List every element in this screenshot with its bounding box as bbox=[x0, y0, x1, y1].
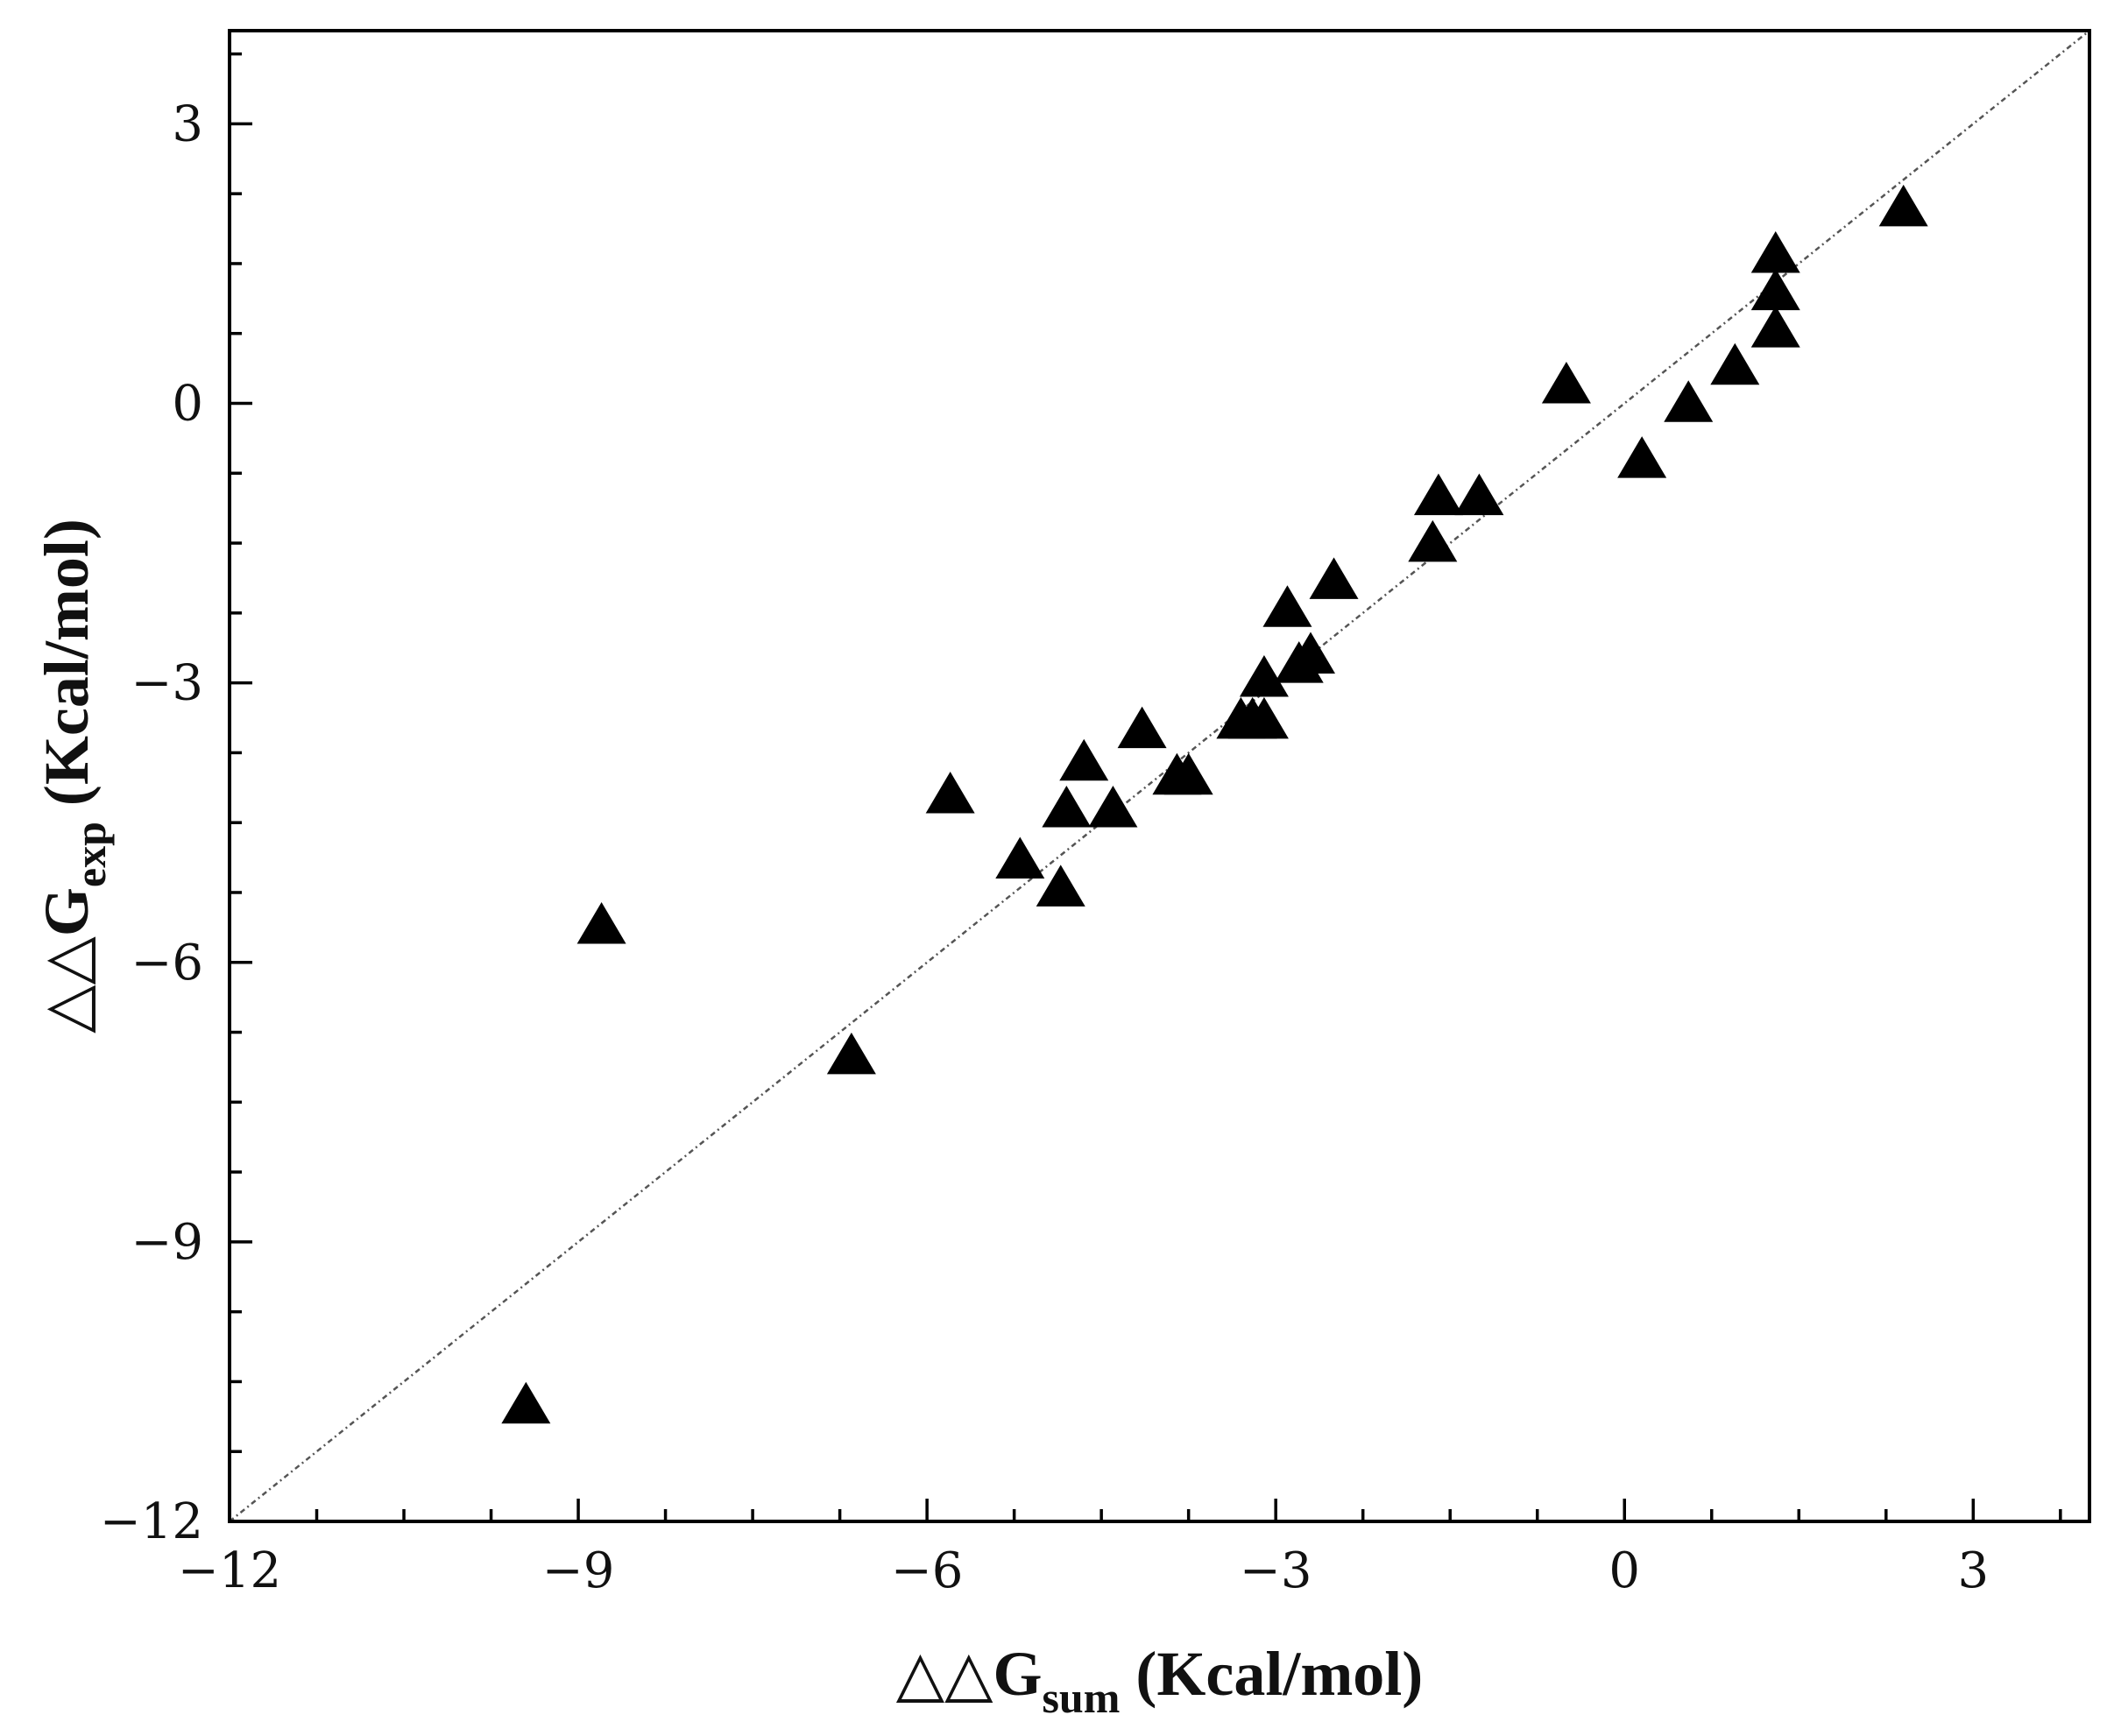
x-tick-label: 3 bbox=[1957, 1542, 1989, 1599]
x-tick-label: −12 bbox=[178, 1542, 281, 1599]
data-point bbox=[501, 1381, 551, 1424]
y-axis-title-subscript: exp bbox=[66, 822, 115, 887]
reference-line-layer bbox=[229, 30, 2090, 1522]
y-tick-label: 0 bbox=[172, 376, 203, 433]
y-tick-label: −9 bbox=[131, 1214, 203, 1271]
data-point bbox=[1262, 585, 1312, 627]
data-point bbox=[1710, 342, 1760, 385]
data-point-layer bbox=[501, 184, 1928, 1424]
tick-label-layer: −12 −9 −6 −3 0 3 −12 −9 −6 −3 0 3 bbox=[100, 95, 1989, 1599]
data-point bbox=[1750, 306, 1800, 348]
identity-reference-line bbox=[229, 30, 2090, 1522]
data-point bbox=[1239, 696, 1289, 739]
data-point bbox=[1239, 655, 1289, 697]
x-tick-label: −3 bbox=[1240, 1542, 1312, 1599]
data-point bbox=[826, 1032, 876, 1075]
x-axis-title: △△Gsum (Kcal/mol) bbox=[896, 1639, 1424, 1722]
plot-frame bbox=[228, 29, 2091, 1523]
y-tick-label: −3 bbox=[131, 655, 203, 712]
data-point bbox=[1036, 864, 1085, 907]
data-point bbox=[576, 901, 626, 944]
data-point bbox=[1617, 436, 1667, 478]
x-axis-title-main: △△G bbox=[896, 1639, 1043, 1709]
data-point bbox=[1878, 184, 1928, 227]
y-axis-title-unit: (Kcal/mol) bbox=[32, 519, 102, 822]
data-point bbox=[1750, 231, 1800, 273]
x-axis-title-subscript: sum bbox=[1042, 1673, 1120, 1722]
y-axis-title: △△Gexp (Kcal/mol) bbox=[32, 519, 115, 1034]
x-tick-label: −9 bbox=[542, 1542, 615, 1599]
data-point bbox=[1664, 380, 1714, 422]
data-point bbox=[1088, 785, 1138, 828]
data-point bbox=[1059, 738, 1109, 781]
y-tick-label: −12 bbox=[100, 1493, 203, 1550]
x-tick-label: 0 bbox=[1609, 1542, 1640, 1599]
data-point bbox=[1413, 473, 1463, 516]
data-point bbox=[1750, 268, 1800, 311]
data-point bbox=[1408, 519, 1458, 562]
data-point bbox=[1285, 632, 1335, 674]
data-point bbox=[925, 772, 975, 814]
data-point bbox=[1309, 557, 1359, 599]
y-tick-label: −6 bbox=[131, 935, 203, 991]
y-axis-title-main: △△G bbox=[32, 887, 102, 1034]
x-axis-title-unit: (Kcal/mol) bbox=[1120, 1639, 1423, 1709]
y-tick-label: 3 bbox=[172, 95, 203, 152]
data-point bbox=[1163, 752, 1213, 795]
data-point bbox=[995, 836, 1045, 879]
data-point bbox=[1541, 361, 1591, 404]
x-tick-label: −6 bbox=[891, 1542, 964, 1599]
data-point bbox=[1117, 706, 1167, 749]
data-point bbox=[1042, 785, 1092, 828]
data-point bbox=[1454, 473, 1504, 516]
